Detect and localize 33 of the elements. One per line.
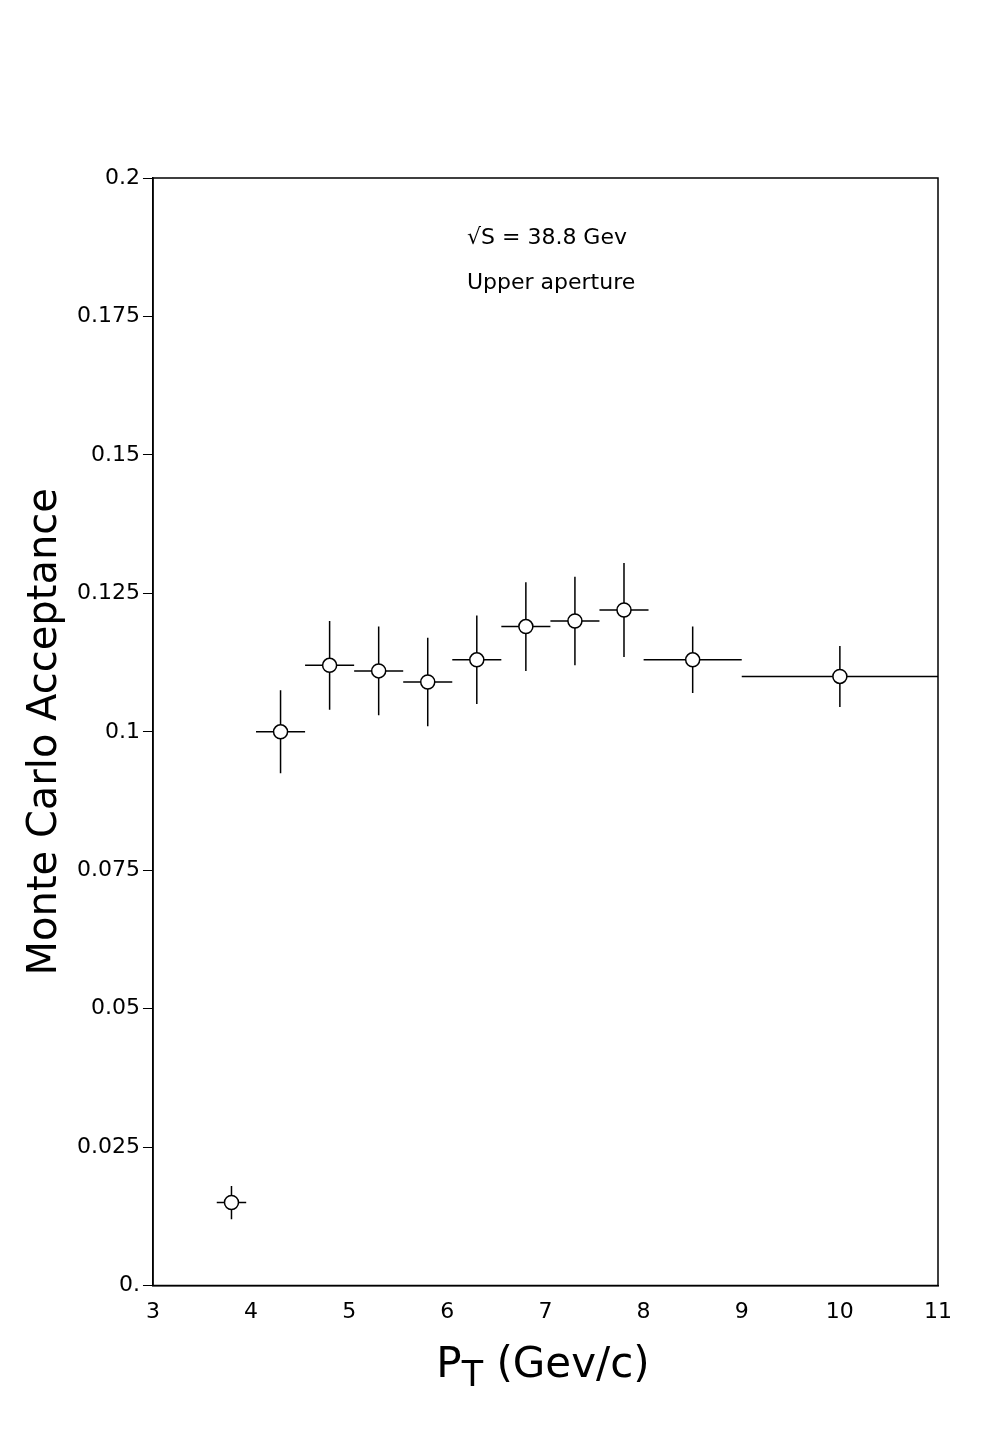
y-tick-label: 0.05: [91, 994, 140, 1020]
x-tick-label: 3: [145, 1297, 160, 1323]
x-tick-label: 6: [440, 1297, 455, 1323]
x-tick-label: 10: [825, 1297, 854, 1323]
point: [321, 657, 338, 674]
point: [567, 613, 583, 629]
x-tick-label: 4: [244, 1297, 259, 1323]
point: [684, 652, 701, 668]
y-tick-label: 0.2: [104, 163, 140, 189]
point: [223, 1194, 240, 1211]
point: [616, 602, 632, 618]
y-tick-label: 0.125: [77, 579, 140, 605]
x-tick-label: 9: [734, 1297, 749, 1323]
y-tick-label: 0.: [118, 1271, 140, 1297]
point: [419, 674, 436, 690]
y-tick-label: 0.15: [91, 440, 140, 466]
point: [469, 652, 485, 668]
x-tick-label: 7: [538, 1297, 553, 1323]
point: [272, 724, 289, 740]
point: [370, 663, 387, 679]
y-tick-label: 0.1: [104, 717, 140, 743]
point: [518, 618, 534, 635]
annotation: √S = 38.8 Gev: [466, 223, 627, 249]
x-axis-title: P$_{T}$ (Gev/c): [435, 1338, 651, 1395]
y-tick-label: 0.175: [77, 302, 140, 328]
x-tick-label: 11: [924, 1297, 952, 1323]
point: [832, 668, 848, 685]
x-tick-label: 5: [342, 1297, 357, 1323]
y-axis-title: Monte Carlo Acceptance: [19, 488, 66, 976]
annotation: Upper aperture: [466, 268, 636, 294]
x-tick-label: 8: [636, 1297, 651, 1323]
y-tick-label: 0.075: [77, 855, 140, 881]
y-tick-label: 0.025: [77, 1132, 140, 1158]
